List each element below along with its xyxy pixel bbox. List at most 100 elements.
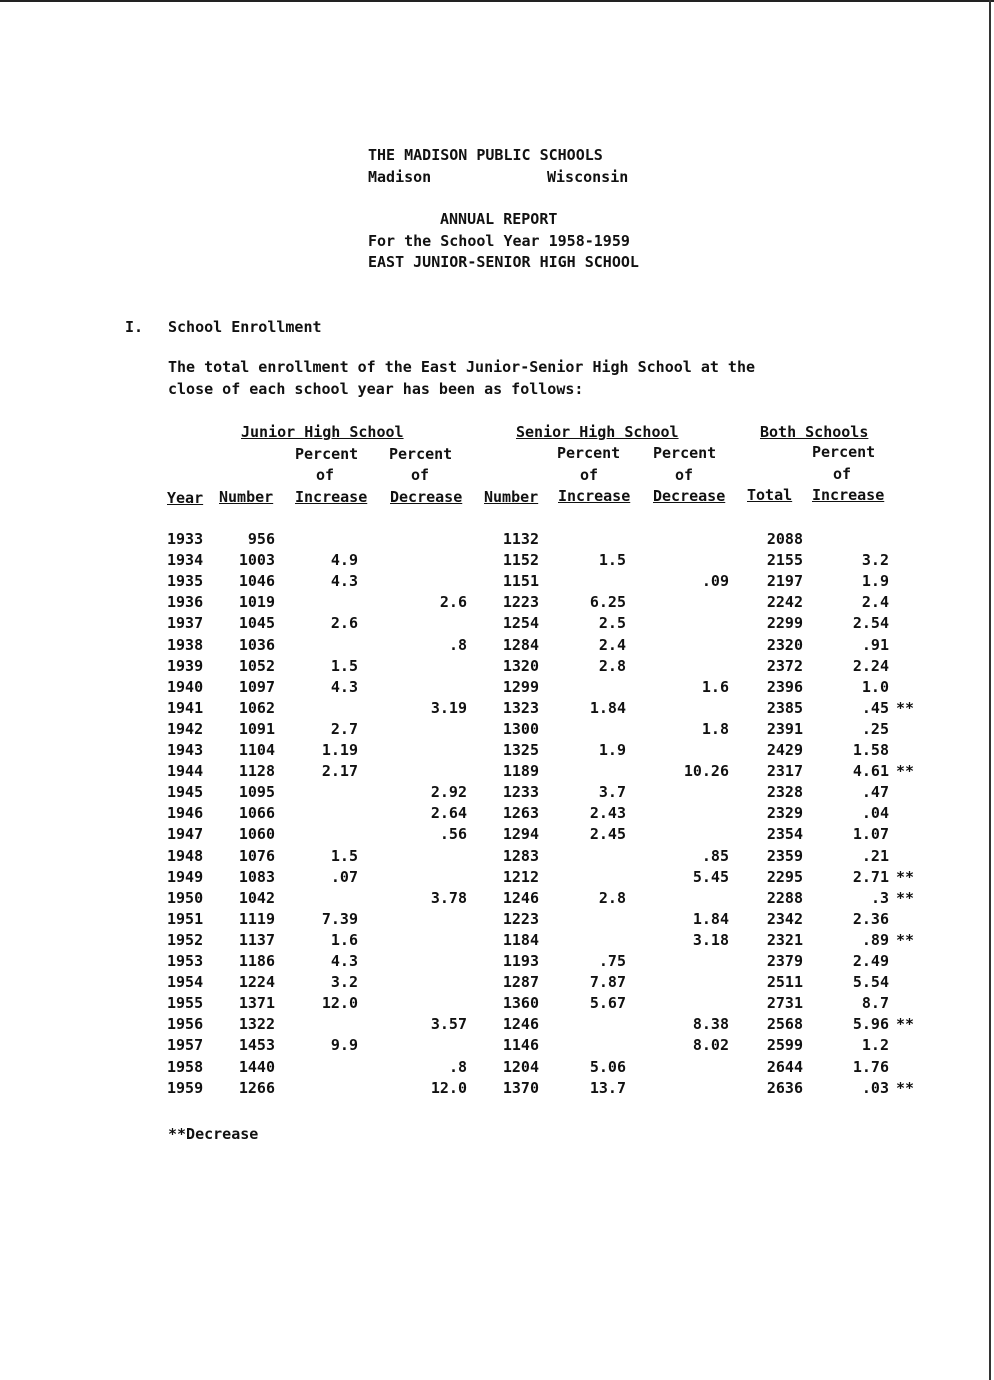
school-year: For the School Year 1958-1959	[368, 232, 630, 250]
hdr-of: of	[316, 466, 335, 484]
cell-decrease-mark: **	[896, 888, 915, 907]
cell-sr-number: 1320	[502, 656, 539, 675]
hdr-of: of	[675, 466, 694, 484]
cell-jr-number: 1062	[238, 698, 275, 717]
cell-sr-number: 1246	[502, 888, 539, 907]
cell-jr-increase: 7.39	[321, 909, 358, 928]
hdr-of: of	[580, 466, 599, 484]
cell-both-increase: 2.4	[861, 593, 889, 612]
cell-jr-number: 1097	[238, 677, 275, 696]
cell-jr-increase: 2.6	[330, 614, 358, 633]
cell-jr-number: 1076	[238, 846, 275, 865]
cell-sr-decrease: 8.02	[692, 1036, 729, 1055]
cell-both-increase: .47	[861, 783, 889, 802]
cell-jr-number: 1224	[238, 973, 275, 992]
cell-year: 1957	[167, 1036, 204, 1055]
cell-year: 1945	[167, 783, 204, 802]
table-row: 1952 1137 1.6 1184 3.18 2321 .89 **	[0, 931, 994, 952]
table-row: 1959 1266 12.0 1370 13.7 2636 .03 **	[0, 1079, 994, 1100]
cell-sr-number: 1370	[502, 1078, 539, 1097]
hdr-increase: Increase	[295, 488, 368, 506]
table-row: 1946 1066 2.64 1263 2.43 2329 .04	[0, 804, 994, 825]
cell-sr-number: 1151	[502, 572, 539, 591]
cell-sr-number: 1283	[502, 846, 539, 865]
cell-both-increase: 2.24	[852, 656, 889, 675]
cell-total: 2568	[766, 1015, 803, 1034]
table-row: 1951 1119 7.39 1223 1.84 2342 2.36	[0, 910, 994, 931]
cell-jr-increase: 4.3	[330, 677, 358, 696]
table-row: 1933 956 1132 2088	[0, 530, 994, 551]
cell-jr-increase: .07	[330, 867, 358, 886]
page-top-border	[0, 0, 994, 2]
cell-both-increase: 1.58	[852, 741, 889, 759]
cell-both-increase: 3.2	[861, 551, 889, 570]
cell-sr-increase: 5.67	[589, 994, 626, 1013]
cell-jr-number: 1083	[238, 867, 275, 886]
table-row: 1949 1083 .07 1212 5.45 2295 2.71 **	[0, 868, 994, 889]
group-junior: Junior High School	[241, 423, 404, 441]
table-row: 1934 1003 4.9 1152 1.5 2155 3.2	[0, 551, 994, 572]
cell-both-increase: 1.07	[852, 825, 889, 844]
cell-both-increase: 1.2	[861, 1036, 889, 1055]
school-name: EAST JUNIOR-SENIOR HIGH SCHOOL	[368, 253, 639, 271]
cell-total: 2288	[766, 888, 803, 907]
cell-year: 1936	[167, 593, 204, 612]
hdr-increase: Increase	[558, 487, 631, 505]
cell-sr-increase: 2.8	[598, 656, 626, 675]
intro-line-1: The total enrollment of the East Junior-…	[168, 358, 755, 376]
table-row: 1940 1097 4.3 1299 1.6 2396 1.0	[0, 678, 994, 699]
cell-decrease-mark: **	[896, 867, 915, 886]
hdr-year: Year	[167, 489, 204, 507]
cell-jr-number: 1186	[238, 952, 275, 970]
cell-sr-decrease: 1.6	[701, 677, 729, 696]
cell-decrease-mark: **	[896, 698, 915, 717]
table-row: 1945 1095 2.92 1233 3.7 2328 .47	[0, 783, 994, 804]
cell-year: 1940	[167, 677, 204, 696]
cell-year: 1941	[167, 698, 204, 717]
cell-both-increase: 5.96	[852, 1015, 889, 1034]
cell-sr-number: 1325	[502, 741, 539, 759]
cell-jr-number: 1119	[238, 909, 275, 928]
cell-year: 1943	[167, 741, 204, 759]
table-row: 1958 1440 .8 1204 5.06 2644 1.76	[0, 1058, 994, 1079]
cell-sr-number: 1193	[502, 952, 539, 970]
cell-year: 1953	[167, 952, 204, 970]
cell-jr-number: 1003	[238, 551, 275, 570]
cell-total: 2372	[766, 656, 803, 675]
cell-decrease-mark: **	[896, 930, 915, 949]
table-row: 1948 1076 1.5 1283 .85 2359 .21	[0, 847, 994, 868]
cell-sr-increase: 3.7	[598, 783, 626, 802]
cell-year: 1954	[167, 973, 204, 992]
cell-both-increase: .25	[861, 719, 889, 738]
cell-sr-increase: 13.7	[589, 1078, 626, 1097]
cell-year: 1947	[167, 825, 204, 844]
cell-sr-decrease: 3.18	[692, 930, 729, 949]
cell-jr-number: 1137	[238, 930, 275, 949]
hdr-percent: Percent	[557, 444, 621, 462]
section-title: School Enrollment	[168, 318, 322, 336]
cell-jr-number: 956	[247, 530, 275, 548]
cell-total: 2599	[766, 1036, 803, 1055]
cell-both-increase: 2.36	[852, 909, 889, 928]
hdr-percent: Percent	[812, 443, 876, 461]
footnote: **Decrease	[168, 1125, 259, 1143]
table-row: 1943 1104 1.19 1325 1.9 2429 1.58	[0, 741, 994, 762]
cell-both-increase: 2.49	[852, 952, 889, 970]
cell-sr-increase: 5.06	[589, 1057, 626, 1076]
cell-sr-increase: 2.4	[598, 635, 626, 654]
cell-total: 2155	[766, 551, 803, 570]
cell-both-increase: .3	[870, 888, 889, 907]
cell-year: 1938	[167, 635, 204, 654]
cell-jr-number: 1104	[238, 741, 275, 759]
cell-jr-number: 1052	[238, 656, 275, 675]
cell-sr-number: 1246	[502, 1015, 539, 1034]
cell-total: 2731	[766, 994, 803, 1013]
hdr-total: Total	[747, 486, 793, 504]
cell-year: 1956	[167, 1015, 204, 1034]
cell-sr-number: 1212	[502, 867, 539, 886]
table-row: 1939 1052 1.5 1320 2.8 2372 2.24	[0, 657, 994, 678]
cell-sr-number: 1263	[502, 804, 539, 823]
cell-jr-number: 1036	[238, 635, 275, 654]
hdr-percent: Percent	[389, 445, 453, 463]
table-row: 1950 1042 3.78 1246 2.8 2288 .3 **	[0, 889, 994, 910]
